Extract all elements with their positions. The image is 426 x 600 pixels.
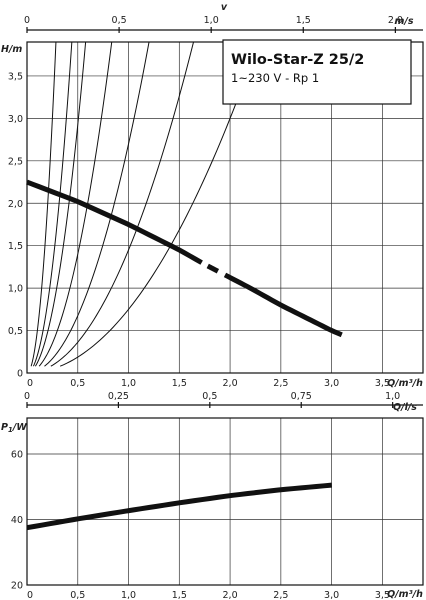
x-tick-label: 0 (27, 378, 33, 389)
x-tick-label: 0,5 (70, 590, 85, 600)
y-tick-label: 2,5 (8, 156, 23, 167)
y-tick-label: 0 (17, 369, 23, 380)
pump-curve-dash (206, 263, 220, 274)
velocity-tick-label: 1,5 (296, 15, 311, 26)
system-curve (34, 42, 87, 367)
pump-curve-segment (223, 272, 343, 338)
y-tick-label: 1,0 (8, 284, 23, 295)
pump-curve (26, 179, 343, 338)
x-tick-label: 1,0 (121, 590, 136, 600)
x-tick-label: 3,5 (375, 590, 390, 600)
flow-ls-tick-label: 0,25 (108, 391, 129, 402)
x-axis-label: Q/m³/h (387, 378, 423, 389)
power-flow-chart: 0 0,5 1,0 1,5 2,0 2,5 3,0 3,5 20 40 60 0 0,25 0,5 0,75… (1, 391, 424, 600)
power-flow-grid (26, 418, 423, 586)
x-tick-label: 2,5 (273, 378, 288, 389)
x-tick-label: 2,0 (223, 378, 238, 389)
title-box (222, 39, 412, 105)
x-tick-label: 1,5 (172, 378, 187, 389)
velocity-tick-label: 2,0 (388, 15, 403, 26)
top-axis-unit: m/s (394, 16, 413, 27)
pump-curve-segment (26, 179, 203, 265)
flow-ls-tick-label: 0 (24, 391, 30, 402)
x-tick-label: 3,5 (375, 378, 390, 389)
chart-subtitle: 1~230 V - Rp 1 (231, 71, 319, 85)
x-tick-label: 1,0 (121, 378, 136, 389)
x-tick-label: 2,5 (273, 590, 288, 600)
power-curve (27, 482, 332, 531)
y-tick-label: 3,0 (8, 114, 23, 125)
x-tick-label: 0,5 (70, 378, 85, 389)
y-axis-label: H/m (1, 44, 22, 55)
flow-ls-axis-unit: Q/l/s (393, 402, 417, 413)
y-tick-label: 3,5 (8, 71, 23, 82)
y-tick-label: 60 (11, 450, 23, 461)
velocity-tick-label: 0,5 (112, 15, 127, 26)
x-tick-label: 0 (27, 590, 33, 600)
system-curve (30, 42, 57, 367)
head-flow-chart: 0 0,5 1,0 1,5 2,0 2,5 3,0 3,5 0 0,5 1,0 1,5 2,0 2,5 3,… (1, 2, 424, 389)
y-tick-label: 2,0 (8, 199, 23, 210)
power-axis-label: P1/W (1, 422, 27, 434)
system-curve (38, 42, 113, 367)
y-tick-label: 20 (11, 581, 23, 592)
head-flow-tick-labels: 0 0,5 1,0 1,5 2,0 2,5 3,0 3,5 0 0,5 1,0 1,5 2,0 2,5 3,… (8, 15, 403, 389)
chart-title: Wilo-Star-Z 25/2 (231, 52, 364, 68)
x-axis-label-bottom: Q/m³/h (387, 589, 423, 600)
system-curve (44, 42, 150, 367)
x-tick-label: 2,0 (223, 590, 238, 600)
x-tick-label: 3,0 (324, 590, 339, 600)
flow-ls-tick-label: 1,0 (385, 391, 400, 402)
power-flow-frame (26, 417, 424, 586)
velocity-tick-label: 0 (24, 15, 30, 26)
x-tick-label: 1,5 (172, 590, 187, 600)
flow-ls-tick-label: 0,5 (202, 391, 217, 402)
y-tick-label: 40 (11, 515, 23, 526)
power-curve-line (27, 482, 332, 531)
y-tick-label: 0,5 (8, 326, 23, 337)
velocity-tick-label: 1,0 (204, 15, 219, 26)
system-curve (32, 42, 73, 367)
top-axis-label: v (221, 2, 228, 13)
power-flow-tick-labels: 0 0,5 1,0 1,5 2,0 2,5 3,0 3,5 20 40 60 0 0,25 0,5 0,75… (11, 391, 400, 600)
y-tick-label: 1,5 (8, 241, 23, 252)
flow-ls-tick-label: 0,75 (291, 391, 312, 402)
system-curve (50, 42, 195, 367)
x-tick-label: 3,0 (324, 378, 339, 389)
system-curves (30, 42, 260, 367)
system-curve (59, 42, 260, 367)
